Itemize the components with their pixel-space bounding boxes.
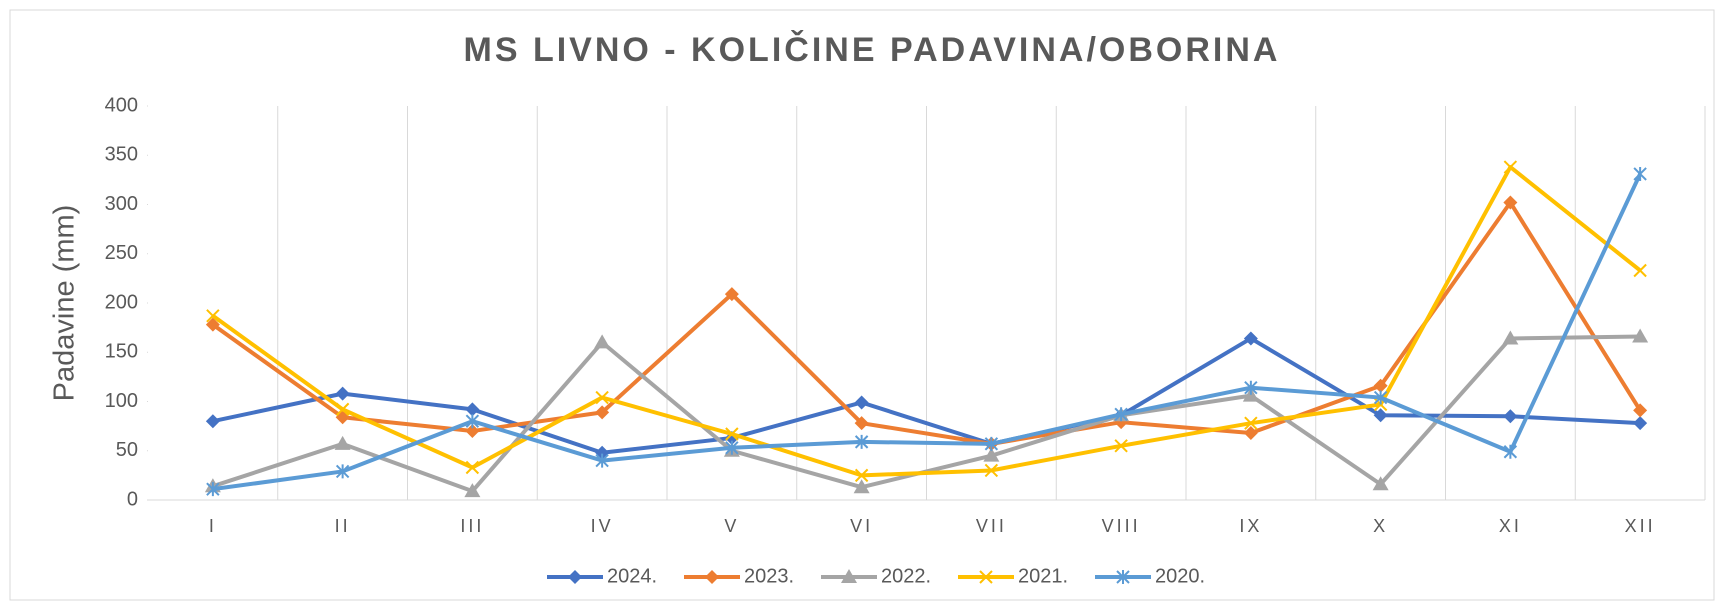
y-tick-label: 0 [127, 488, 138, 510]
chart-title: MS LIVNO - KOLIČINE PADAVINA/OBORINA [464, 30, 1281, 69]
marker [1633, 263, 1647, 278]
marker [1503, 444, 1518, 459]
marker [465, 402, 480, 417]
marker [464, 483, 481, 498]
series-line [212, 173, 1642, 492]
series-line [212, 336, 1641, 455]
legend-label: 2020. [1155, 565, 1205, 587]
marker [1243, 426, 1258, 441]
y-tick-label: 100 [105, 390, 138, 412]
legend-marker [979, 570, 993, 584]
marker [595, 405, 610, 420]
chart-border [9, 9, 1715, 601]
legend-item: 2024. [547, 565, 657, 587]
marker [983, 447, 1000, 462]
marker [1503, 409, 1518, 424]
marker [335, 386, 350, 401]
x-tick-label: V [724, 516, 739, 536]
marker [854, 395, 869, 410]
legend-marker [841, 569, 857, 583]
legend-label: 2023. [744, 565, 794, 587]
legend-item: 2022. [821, 565, 931, 587]
marker [465, 460, 480, 475]
marker [1243, 331, 1258, 346]
legend-item: 2021. [958, 565, 1068, 587]
marker [1114, 407, 1128, 422]
marker [1244, 416, 1258, 430]
y-tick-label: 250 [105, 242, 138, 264]
marker [984, 436, 999, 451]
y-tick-label: 400 [105, 94, 138, 116]
legend-marker [1116, 570, 1130, 584]
marker [205, 317, 220, 332]
marker [724, 287, 739, 302]
marker [205, 414, 220, 429]
marker [854, 468, 869, 483]
series-line [211, 165, 1642, 478]
legend-label: 2022. [881, 565, 931, 587]
x-tick-label: X [1373, 516, 1388, 536]
marker [1373, 378, 1388, 393]
x-tick-label: I [209, 516, 217, 536]
marker [1633, 416, 1648, 431]
marker [335, 402, 350, 417]
marker [853, 479, 870, 494]
x-tick-label: II [335, 516, 351, 536]
x-tick-label: XI [1499, 516, 1522, 536]
marker [594, 334, 611, 349]
y-tick-label: 350 [105, 144, 138, 166]
x-tick-label: XII [1625, 516, 1656, 536]
y-tick-label: 300 [105, 193, 138, 215]
marker [334, 435, 351, 450]
y-axis-label: Padavine (mm) [49, 205, 81, 402]
marker [725, 440, 739, 455]
marker [725, 427, 739, 441]
marker [1114, 439, 1128, 453]
marker [984, 463, 999, 478]
x-tick-label: IX [1239, 516, 1262, 536]
x-tick-label: VII [976, 516, 1007, 536]
x-tick-label: IV [591, 516, 614, 536]
marker [1632, 328, 1649, 343]
legend-item: 2023. [684, 565, 794, 587]
marker [206, 309, 220, 323]
marker [465, 424, 480, 439]
marker [854, 434, 869, 449]
marker [854, 416, 869, 431]
legend-label: 2024. [607, 565, 657, 587]
marker [1633, 403, 1648, 418]
marker [1372, 476, 1389, 491]
marker [1244, 380, 1258, 395]
y-tick-label: 50 [116, 439, 138, 461]
marker [595, 390, 609, 405]
marker [1503, 195, 1518, 210]
legend-marker [705, 570, 719, 584]
legend-item: 2020. [1095, 565, 1205, 587]
legend-label: 2021. [1018, 565, 1068, 587]
marker [1373, 408, 1388, 423]
y-tick-label: 150 [105, 341, 138, 363]
x-tick-label: VI [850, 516, 873, 536]
marker [595, 453, 609, 468]
marker [1373, 390, 1388, 405]
marker [1503, 160, 1518, 174]
legend-marker [568, 570, 582, 584]
x-tick-label: VIII [1102, 516, 1141, 536]
y-tick-label: 200 [105, 291, 138, 313]
marker [1502, 330, 1519, 345]
marker [1633, 166, 1647, 181]
marker [206, 482, 220, 497]
marker [335, 464, 350, 479]
x-tick-label: III [460, 516, 484, 536]
marker [465, 414, 480, 429]
